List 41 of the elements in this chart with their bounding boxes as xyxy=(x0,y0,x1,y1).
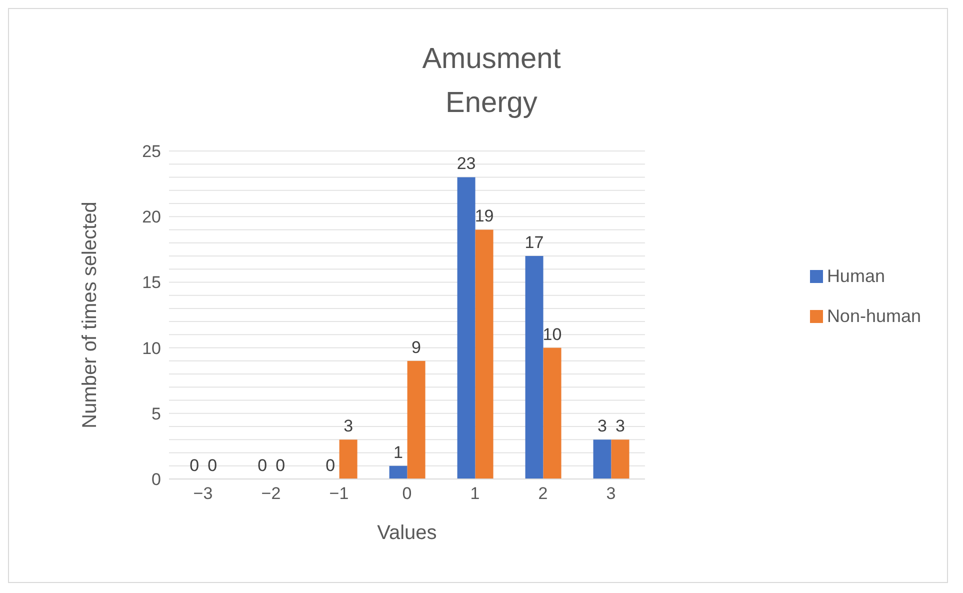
data-label: 0 xyxy=(258,456,268,475)
bar xyxy=(339,440,358,479)
bar xyxy=(457,177,476,479)
data-label: 3 xyxy=(598,416,607,436)
y-axis-title: Number of times selected xyxy=(79,202,102,428)
bar xyxy=(525,256,544,479)
data-label: 1 xyxy=(394,442,404,462)
y-tick-label: 25 xyxy=(142,142,161,162)
x-tick-label: 0 xyxy=(402,484,412,504)
bar xyxy=(611,440,630,479)
x-tick-label: 3 xyxy=(606,484,616,504)
y-tick-label: 15 xyxy=(142,273,161,292)
y-tick-label: 0 xyxy=(152,470,161,490)
y-tick-label: 20 xyxy=(142,208,161,227)
x-tick-label: 2 xyxy=(538,484,548,504)
y-tick-label: 10 xyxy=(142,338,161,358)
data-label: 9 xyxy=(412,338,422,357)
data-label: 3 xyxy=(616,416,625,436)
bar xyxy=(475,230,494,479)
x-axis-title: Values xyxy=(377,522,437,544)
data-label: 19 xyxy=(474,206,494,226)
x-tick-label: −3 xyxy=(193,484,213,504)
x-tick-label: 1 xyxy=(470,484,480,504)
bar xyxy=(389,466,408,479)
data-label: 17 xyxy=(524,232,544,252)
data-label: 3 xyxy=(344,416,354,436)
legend-label: Non-human xyxy=(826,306,921,326)
data-label: 0 xyxy=(326,456,336,475)
legend-label: Human xyxy=(826,266,885,286)
bar xyxy=(593,440,612,479)
x-tick-label: −2 xyxy=(261,484,281,504)
bar xyxy=(407,360,426,479)
chart-title: Amusment Energy xyxy=(421,42,562,121)
data-label: 0 xyxy=(208,456,218,475)
y-tick-label: 5 xyxy=(152,404,161,424)
data-label: 0 xyxy=(190,456,200,475)
bar xyxy=(543,348,562,479)
x-tick-label: −1 xyxy=(329,484,349,504)
data-label: 0 xyxy=(276,456,286,475)
data-label: 23 xyxy=(456,154,476,174)
data-label: 10 xyxy=(542,324,562,344)
